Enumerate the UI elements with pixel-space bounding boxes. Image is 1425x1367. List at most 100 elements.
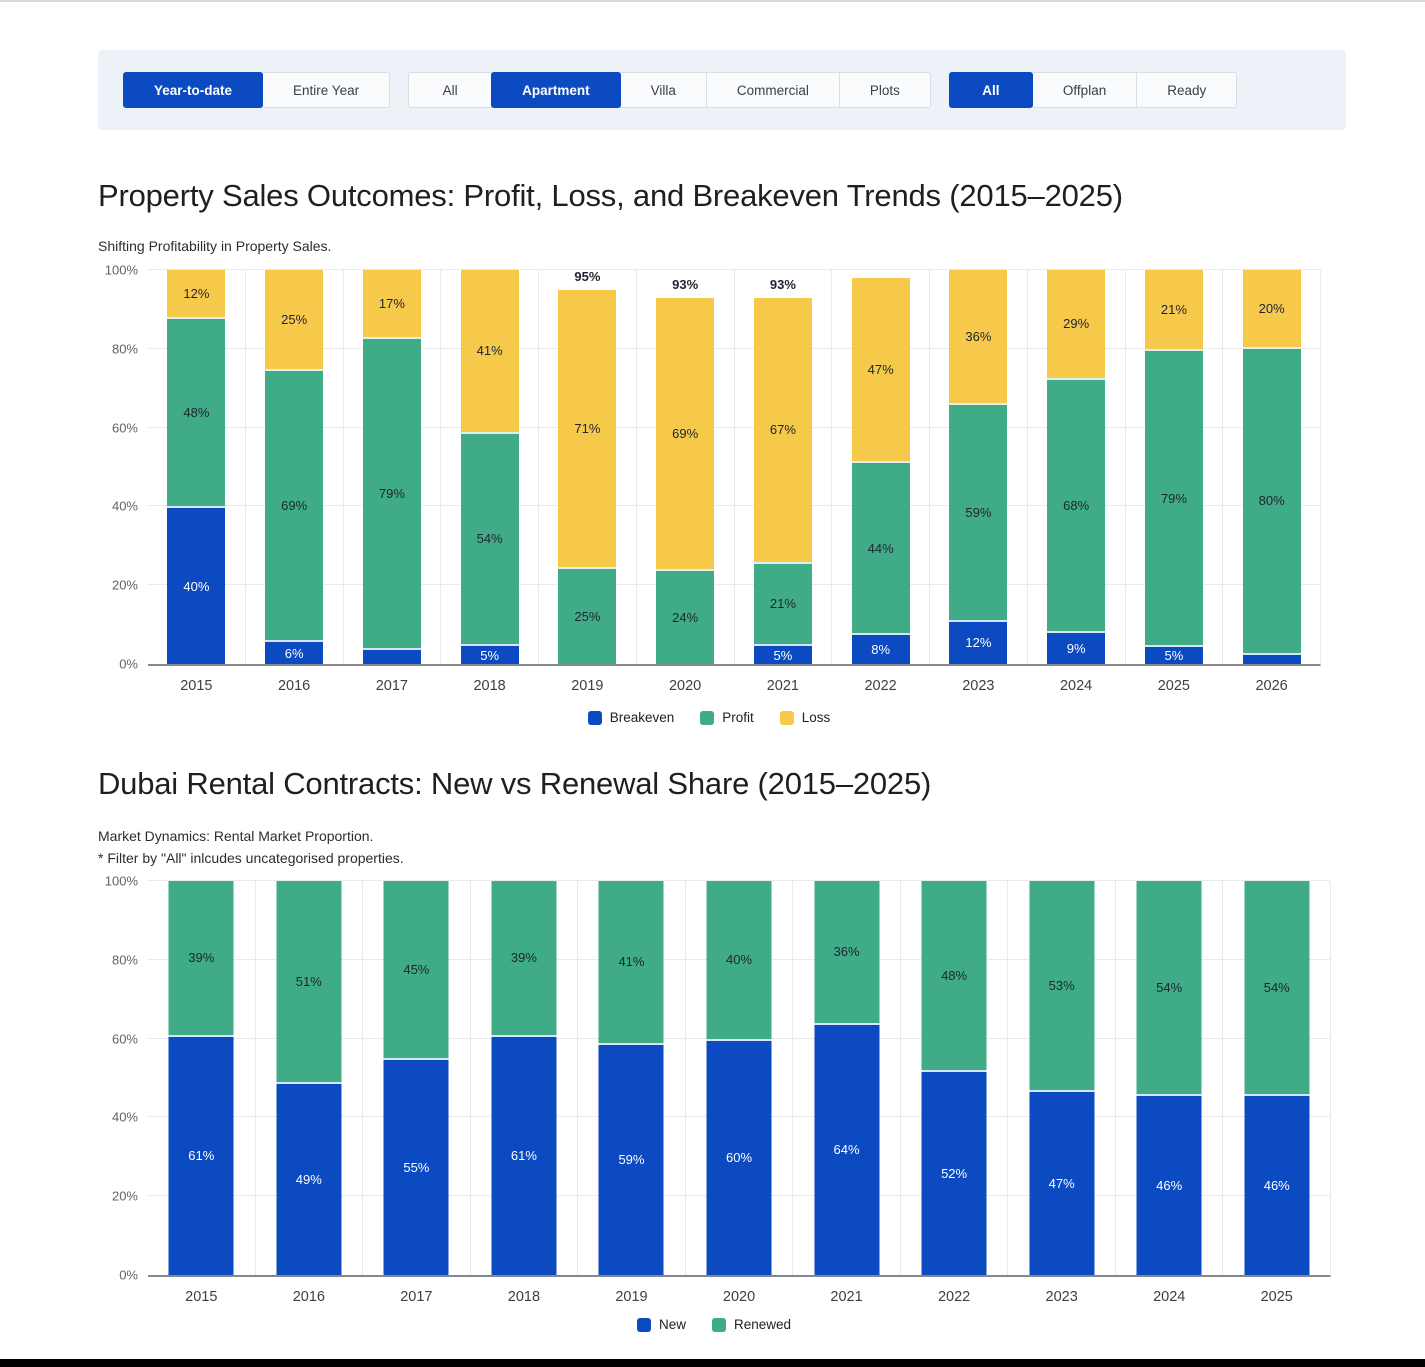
category-cell-2023: 53% 47% 2023 <box>1007 881 1115 1305</box>
legend-item-profit[interactable]: Profit <box>700 710 754 725</box>
x-axis-tick-label-2019: 2019 <box>571 678 604 694</box>
stacked-bar-2017: 17% 79% <box>362 269 421 664</box>
filter-button-period-entire-year[interactable]: Entire Year <box>262 72 391 108</box>
bar-segment-loss-2021: 67% <box>753 297 812 562</box>
x-axis-tick-label-2020: 2020 <box>722 1289 756 1305</box>
stacked-bar-2019: 41% 59% <box>598 881 664 1275</box>
stacked-bar-2023: 53% 47% <box>1029 881 1095 1275</box>
page-top-border <box>0 0 1425 2</box>
x-axis-tick-label-2022: 2022 <box>937 1289 971 1305</box>
stacked-bar-2018: 39% 61% <box>491 881 557 1275</box>
bar-segment-loss-2025: 21% <box>1144 270 1203 349</box>
y-axis-tick-label: 60% <box>111 420 138 436</box>
bar-segment-breakeven-2016: 6% <box>265 640 324 664</box>
filter-button-property-type-all[interactable]: All <box>408 72 493 108</box>
legend-label-profit: Profit <box>722 710 754 725</box>
stacked-bar-2022: 47% 44% 8% <box>851 277 910 664</box>
legend-swatch-breakeven <box>587 710 602 725</box>
bar-segment-breakeven-2018: 5% <box>460 644 519 664</box>
x-axis-tick-label-2021: 2021 <box>830 1289 863 1305</box>
y-axis-tick-label: 0% <box>119 656 138 672</box>
bar-segment-breakeven-2021: 5% <box>753 644 812 664</box>
bar-segment-profit-2023: 59% <box>949 402 1008 620</box>
bar-segment-profit-2020: 24% <box>656 569 715 664</box>
legend-label-renewed: Renewed <box>733 1317 792 1332</box>
stacked-bar-2016: 51% 49% <box>276 881 342 1275</box>
bar-segment-profit-2016: 69% <box>265 368 324 641</box>
bar-segment-breakeven-2017 <box>362 648 421 664</box>
x-axis-tick-label-2019: 2019 <box>615 1289 648 1305</box>
x-axis-tick-label-2017: 2017 <box>375 678 408 694</box>
stacked-bar-2022: 48% 52% <box>921 881 987 1275</box>
y-axis-tick-label: 100% <box>104 873 138 889</box>
bar-segment-loss-2015: 12% <box>167 270 226 318</box>
filter-button-property-type-commercial[interactable]: Commercial <box>705 72 840 108</box>
plot-cells: 12% 48% 40% 2015 25% 69% 6% 2016 17% 79% 2017 41% 54… <box>148 268 1320 694</box>
stacked-bar-2018: 41% 54% 5% <box>460 270 519 664</box>
bar-segment-loss-2022: 47% <box>851 277 910 462</box>
x-axis-tick-label-2025: 2025 <box>1260 1289 1293 1305</box>
filter-button-completion-all[interactable]: All <box>948 72 1033 108</box>
bar-segment-renewed-2018: 39% <box>491 881 557 1035</box>
legend-swatch-profit <box>700 710 715 725</box>
bar-segment-profit-2015: 48% <box>167 317 226 507</box>
rental-contracts-chart: 0% 20% 40% 60% 80% 100% 39% 61% 2015 51% 49% 2016 45… <box>98 874 1331 1332</box>
bar-segment-breakeven-2023: 12% <box>949 619 1008 664</box>
filter-button-completion-offplan[interactable]: Offplan <box>1031 72 1138 108</box>
category-cell-2015: 12% 48% 40% 2015 <box>148 270 245 694</box>
filter-bar: Year-to-date Entire Year All Apartment Villa… <box>98 50 1346 130</box>
legend-item-loss[interactable]: Loss <box>779 710 830 725</box>
bar-segment-profit-2024: 68% <box>1047 377 1106 631</box>
filter-button-property-type-plots[interactable]: Plots <box>838 72 931 108</box>
bar-total-label-2019: 95% <box>574 268 601 284</box>
chart2-title: Dubai Rental Contracts: New vs Renewal S… <box>98 766 932 801</box>
filter-button-completion-ready[interactable]: Ready <box>1136 72 1238 108</box>
bar-segment-new-2015: 61% <box>168 1034 234 1275</box>
x-axis-tick-label-2015: 2015 <box>180 678 213 694</box>
legend-label-new: New <box>658 1317 686 1332</box>
filter-button-period-year-to-date[interactable]: Year-to-date <box>123 72 264 108</box>
y-axis-tick-label: 60% <box>111 1031 138 1047</box>
y-gridline <box>148 880 1330 881</box>
category-cell-2017: 17% 79% 2017 <box>342 269 441 694</box>
bar-segment-new-2019: 59% <box>598 1042 664 1275</box>
x-axis-tick-label-2024: 2024 <box>1059 678 1093 694</box>
filter-button-property-type-villa[interactable]: Villa <box>619 72 707 108</box>
x-axis-tick-label-2018: 2018 <box>507 1289 541 1305</box>
legend-item-new[interactable]: New <box>636 1317 686 1332</box>
x-axis-tick-label-2020: 2020 <box>668 678 702 694</box>
filter-button-property-type-apartment[interactable]: Apartment <box>491 72 621 108</box>
bar-segment-profit-2026: 80% <box>1242 346 1301 653</box>
bar-segment-loss-2018: 41% <box>460 270 519 432</box>
legend-item-breakeven[interactable]: Breakeven <box>587 710 674 725</box>
bar-segment-new-2022: 52% <box>921 1070 987 1275</box>
stacked-bar-2020: 69% 24% <box>656 297 715 664</box>
stacked-bar-2019: 71% 25% <box>558 289 617 664</box>
bar-segment-loss-2016: 25% <box>265 270 324 369</box>
stacked-bar-2016: 25% 69% 6% <box>265 270 324 664</box>
category-cell-2017: 45% 55% 2017 <box>362 881 470 1305</box>
stacked-bar-2024: 54% 46% <box>1136 881 1202 1275</box>
category-cell-2022: 48% 52% 2022 <box>899 881 1008 1305</box>
bar-segment-loss-2026: 20% <box>1242 270 1301 347</box>
y-axis-tick-label: 80% <box>111 341 138 357</box>
bar-segment-breakeven-2026 <box>1242 652 1301 664</box>
bar-segment-renewed-2015: 39% <box>168 881 234 1035</box>
stacked-bar-2024: 29% 68% 9% <box>1047 269 1106 664</box>
bar-segment-profit-2025: 79% <box>1144 348 1203 646</box>
category-cell-2020: 40% 60% 2020 <box>684 881 793 1305</box>
category-cell-2023: 36% 59% 12% 2023 <box>929 269 1027 694</box>
x-axis-tick-label-2015: 2015 <box>185 1289 218 1305</box>
bar-segment-renewed-2020: 40% <box>706 881 772 1039</box>
bar-segment-loss-2024: 29% <box>1047 269 1106 378</box>
stacked-bar-2021: 36% 64% <box>814 881 880 1275</box>
plot-area: 0% 20% 40% 60% 80% 100% 12% 48% 40% 2015 25% 69% 6% 2… <box>105 263 1321 694</box>
x-axis-tick-label-2022: 2022 <box>864 678 897 694</box>
legend-swatch-loss <box>779 710 794 725</box>
x-axis-tick-label-2018: 2018 <box>473 678 506 694</box>
bar-segment-breakeven-2025: 5% <box>1144 645 1203 664</box>
legend-item-renewed[interactable]: Renewed <box>711 1317 792 1332</box>
bar-total-label-2021: 93% <box>769 276 796 292</box>
bar-segment-renewed-2017: 45% <box>383 881 449 1059</box>
category-cell-2016: 51% 49% 2016 <box>254 881 363 1305</box>
